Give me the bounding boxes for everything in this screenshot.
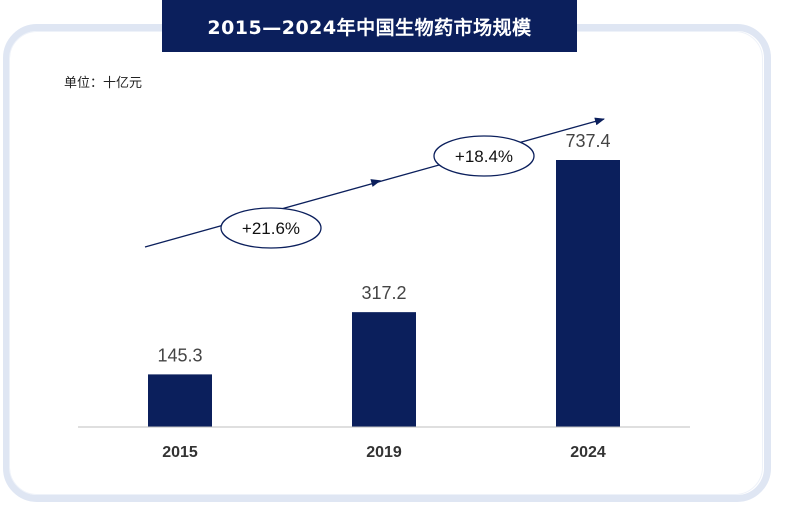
- bar-2015: [148, 374, 212, 427]
- growth-trend-mid-arrow: [370, 179, 382, 187]
- growth-label-2: +18.4%: [455, 147, 513, 166]
- value-label-2015: 145.3: [157, 345, 202, 365]
- category-label-2015: 2015: [162, 444, 198, 461]
- category-label-2024: 2024: [570, 444, 606, 461]
- chart-title: 2015—2024年中国生物药市场规模: [162, 0, 577, 52]
- growth-label-1: +21.6%: [242, 219, 300, 238]
- bar-2019: [352, 312, 416, 427]
- growth-ellipse-1: [220, 207, 322, 249]
- unit-label: 单位：十亿元: [64, 76, 143, 91]
- value-label-2019: 317.2: [361, 283, 406, 303]
- growth-ellipse-2: [433, 135, 535, 177]
- bar-2024: [556, 160, 620, 427]
- category-label-2019: 2019: [366, 444, 402, 461]
- value-label-2024: 737.4: [565, 131, 610, 151]
